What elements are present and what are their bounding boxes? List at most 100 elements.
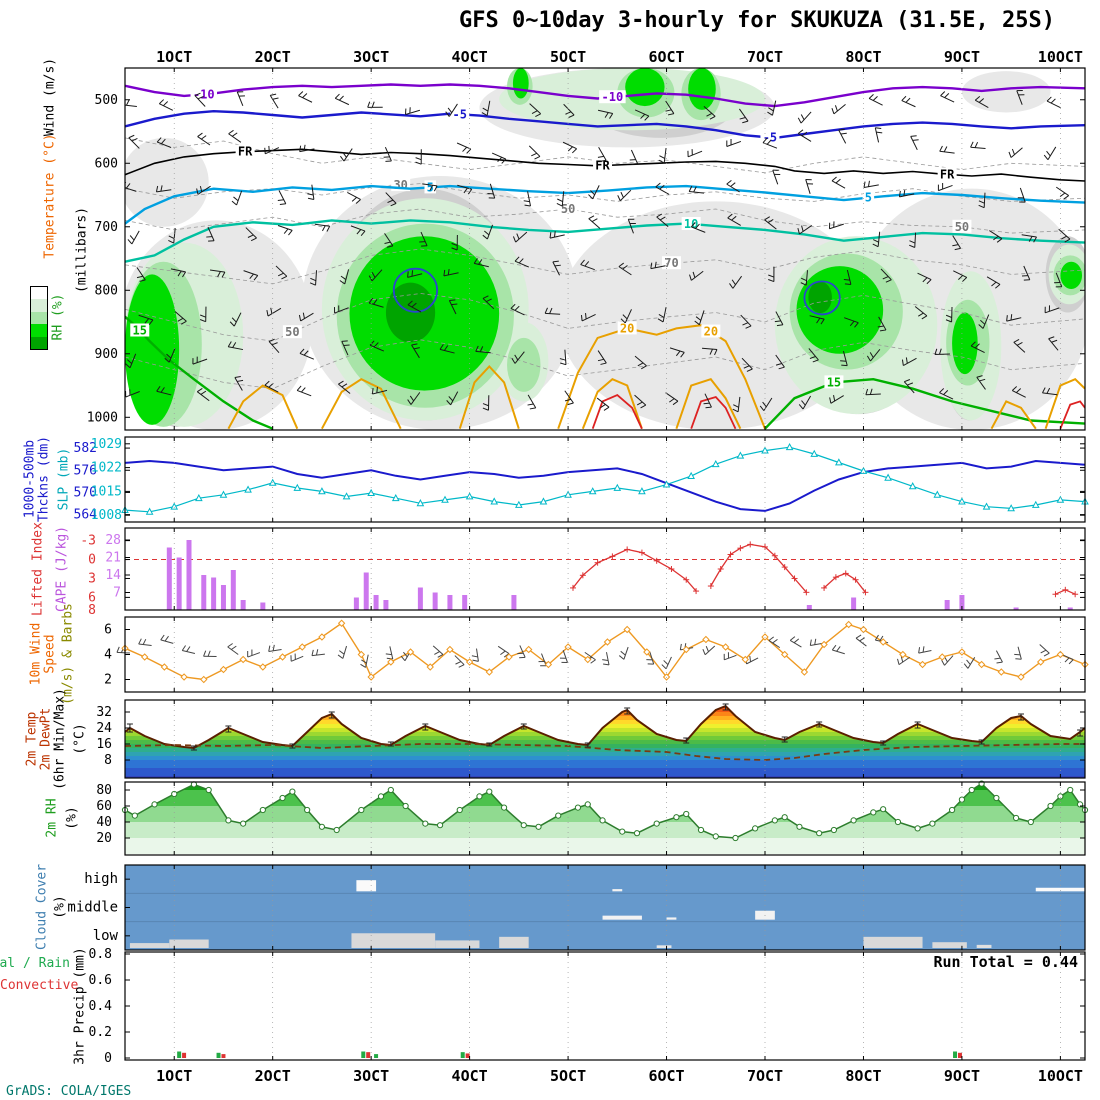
x-axis-label-top: 2OCT — [255, 48, 291, 66]
svg-text:600: 600 — [95, 156, 118, 171]
x-axis-label-bottom: 9OCT — [944, 1067, 980, 1085]
x-axis-label-bottom: 6OCT — [648, 1067, 684, 1085]
x-axis-label-bottom: 2OCT — [255, 1067, 291, 1085]
svg-text:FR: FR — [595, 159, 610, 173]
page-title: GFS 0~10day 3-hourly for SKUKUZA (31.5E,… — [458, 8, 1056, 33]
lifted-index-axis-label: Lifted Index — [30, 522, 46, 616]
slp-thickness-panel — [121, 442, 1089, 515]
svg-text:20: 20 — [96, 831, 112, 846]
temperature-axis-label: Temperature (°C) — [42, 133, 58, 259]
degc-axis-label: (°C) — [72, 723, 88, 755]
svg-text:576: 576 — [74, 463, 97, 478]
svg-text:0.8: 0.8 — [89, 947, 112, 962]
rh-colorbar — [30, 286, 48, 350]
x-axis-label-top: 4OCT — [452, 48, 488, 66]
svg-text:14: 14 — [105, 568, 121, 583]
svg-text:40: 40 — [96, 815, 112, 830]
rh-axis-label: RH (%) — [50, 293, 66, 341]
svg-text:700: 700 — [95, 220, 118, 235]
svg-text:-10: -10 — [193, 87, 215, 101]
svg-text:582: 582 — [74, 441, 97, 456]
svg-text:70: 70 — [664, 256, 678, 270]
rh-colorbar-cell — [31, 336, 47, 349]
svg-text:1029: 1029 — [91, 437, 122, 452]
svg-text:50: 50 — [285, 325, 299, 339]
millibars-axis-label: (millibars) — [74, 206, 90, 294]
x-axis-label-bottom: 5OCT — [550, 1067, 586, 1085]
precip-axis-label: 3hr Precip (mm) — [72, 947, 88, 1065]
cape-lifted-index-panel — [125, 540, 1085, 610]
cloud-cover-axis-label: Cloud Cover — [34, 863, 50, 951]
svg-text:60: 60 — [96, 799, 112, 814]
svg-text:6: 6 — [104, 623, 112, 638]
wind10m-axis-label-2: Speed — [42, 634, 58, 674]
svg-text:low: low — [93, 928, 119, 944]
rh2m-panel — [121, 780, 1089, 854]
x-axis-label-bottom: 10OCT — [1038, 1067, 1083, 1085]
svg-text:1015: 1015 — [91, 484, 122, 499]
svg-text:3: 3 — [88, 571, 96, 586]
svg-text:high: high — [84, 871, 118, 887]
svg-text:7: 7 — [113, 586, 121, 601]
svg-text:1008: 1008 — [91, 508, 122, 523]
x-axis-label-bottom: 8OCT — [845, 1067, 881, 1085]
rh2m-pct-label: (%) — [64, 806, 80, 830]
x-axis-label-top: 3OCT — [353, 48, 389, 66]
svg-text:24: 24 — [96, 721, 112, 736]
svg-text:0.2: 0.2 — [89, 1025, 112, 1040]
svg-text:15: 15 — [827, 375, 841, 389]
x-axis-label-top: 5OCT — [550, 48, 586, 66]
svg-text:50: 50 — [955, 220, 969, 234]
x-axis-label-bottom: 7OCT — [747, 1067, 783, 1085]
rh2m-axis-label: 2m RH — [44, 798, 60, 838]
svg-text:5: 5 — [427, 180, 434, 194]
svg-text:21: 21 — [105, 551, 121, 566]
x-axis-label-top: 8OCT — [845, 48, 881, 66]
slp-axis-label: SLP (mb) — [56, 447, 72, 511]
svg-text:8: 8 — [104, 753, 112, 768]
svg-text:-10: -10 — [602, 90, 624, 104]
svg-text:8: 8 — [88, 603, 96, 618]
svg-text:4: 4 — [104, 648, 112, 663]
thickness-label-line1: 1000-500mb — [22, 439, 38, 519]
svg-text:-5: -5 — [453, 107, 467, 121]
cloud-cover-panel — [125, 865, 1085, 950]
svg-text:30: 30 — [393, 178, 407, 192]
svg-text:1022: 1022 — [91, 461, 122, 476]
svg-text:10: 10 — [684, 217, 698, 231]
x-axis-label-top: 9OCT — [944, 48, 980, 66]
svg-text:564: 564 — [74, 508, 98, 523]
convective-legend: Convective — [0, 978, 79, 993]
wind-axis-label: Wind (m/s) — [42, 57, 58, 137]
x-axis-label-top: 10OCT — [1038, 48, 1083, 66]
svg-text:0: 0 — [104, 1051, 112, 1066]
svg-text:800: 800 — [95, 283, 118, 298]
svg-text:0.4: 0.4 — [89, 999, 113, 1014]
svg-text:1000: 1000 — [87, 410, 118, 425]
svg-text:20: 20 — [620, 321, 634, 335]
svg-text:5: 5 — [865, 191, 872, 205]
precip-panel: Run Total = 0.44 — [177, 953, 1078, 1058]
x-axis-label-top: 7OCT — [747, 48, 783, 66]
x-axis-label-bottom: 3OCT — [353, 1067, 389, 1085]
rh-colorbar-cell — [31, 324, 47, 337]
rh-colorbar-cell — [31, 311, 47, 325]
svg-text:0: 0 — [88, 553, 96, 568]
svg-text:16: 16 — [96, 737, 112, 752]
svg-text:2: 2 — [104, 673, 112, 688]
total-rain-legend: Total / Rain — [0, 956, 70, 971]
svg-text:20: 20 — [704, 325, 718, 339]
svg-text:900: 900 — [95, 347, 118, 362]
svg-text:15: 15 — [133, 324, 147, 338]
wind10m-panel — [116, 619, 1089, 684]
svg-text:FR: FR — [940, 167, 955, 181]
svg-text:middle: middle — [67, 900, 118, 916]
cloud-pct-label: (%) — [52, 895, 68, 919]
svg-text:6: 6 — [88, 590, 96, 605]
x-axis-label-top: 1OCT — [156, 48, 192, 66]
temp2m-axis-label: 2m Temp — [24, 711, 40, 767]
rh-colorbar-cell — [31, 287, 47, 300]
temp-dewpoint-panel — [124, 703, 1086, 778]
